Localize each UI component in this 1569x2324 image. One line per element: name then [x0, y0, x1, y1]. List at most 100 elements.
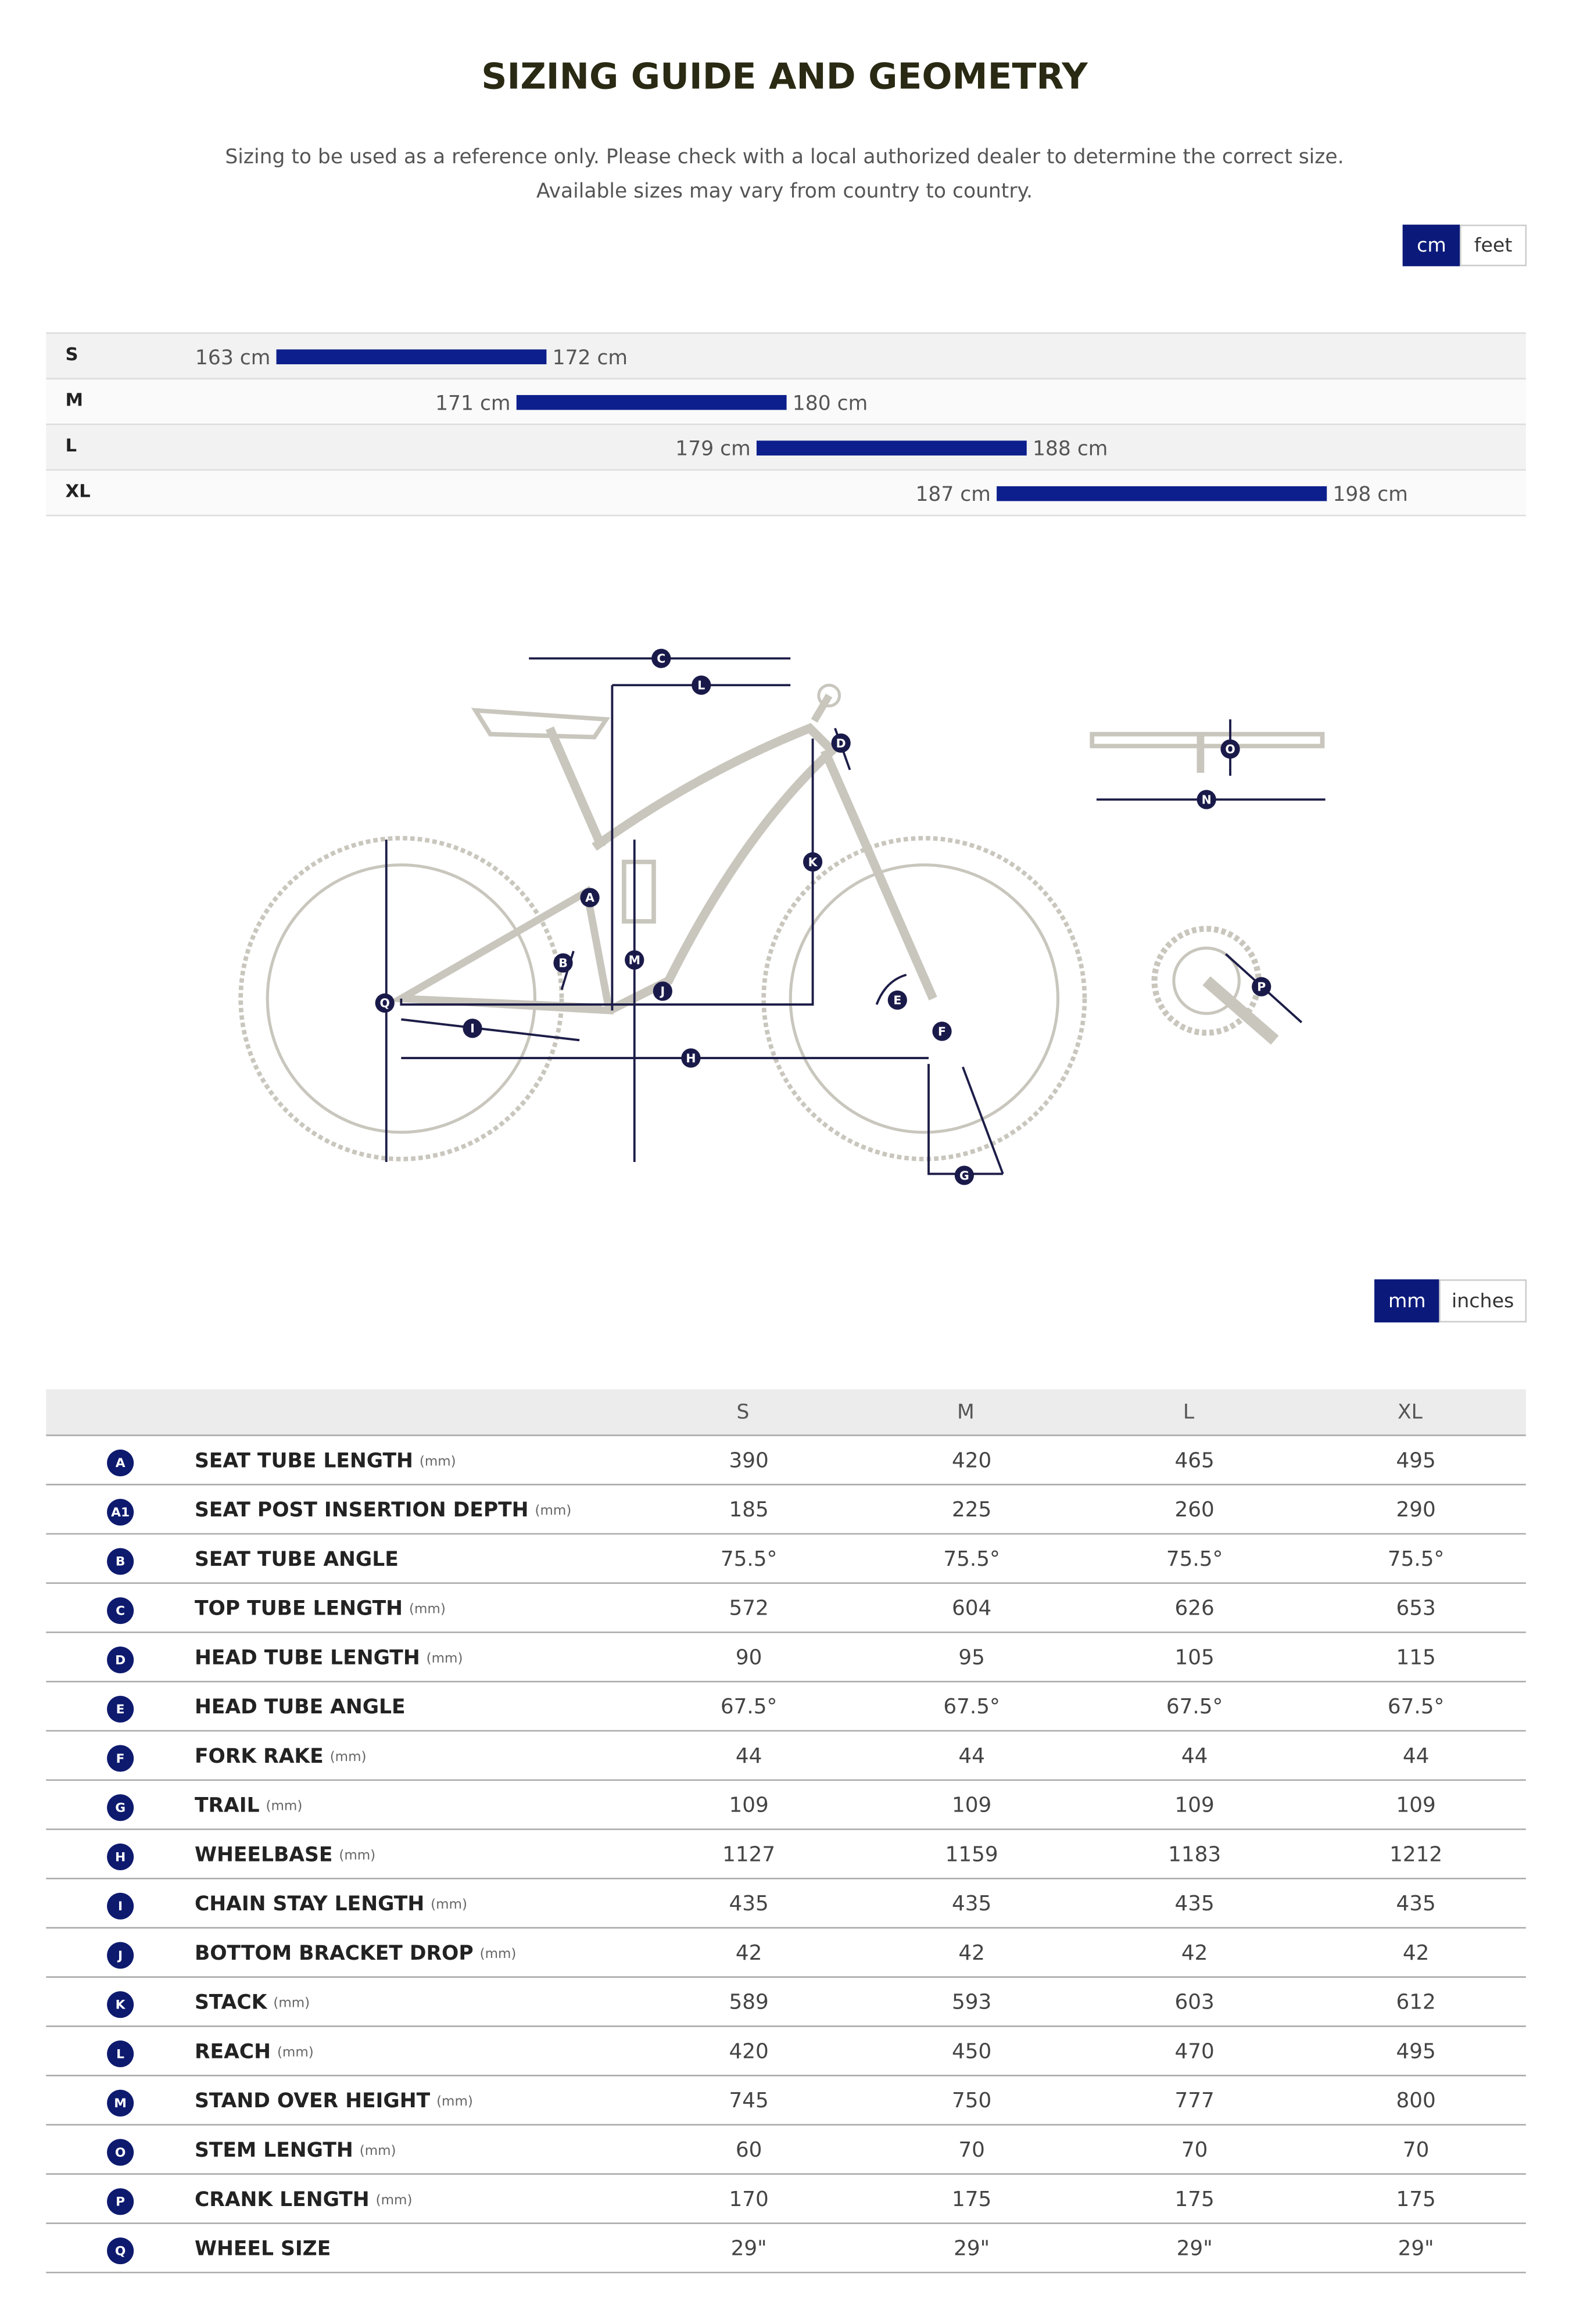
row-label-unit: (mm): [535, 1503, 572, 1518]
marker-badge: [692, 675, 711, 695]
cell-value: 67.5°: [721, 1695, 778, 1719]
row-badge: [107, 1449, 134, 1476]
row-badge-letter: J: [117, 1949, 123, 1963]
height-range-bar: [516, 394, 787, 410]
row-badge-letter: C: [116, 1604, 125, 1619]
row-label: SEAT TUBE ANGLE: [195, 1547, 399, 1570]
row-badge: [107, 2089, 134, 2117]
cell-value: 75.5°: [1388, 1547, 1445, 1571]
marker-badge: [653, 981, 672, 1001]
marker-letter: F: [938, 1024, 946, 1038]
row-badge-letter: H: [115, 1850, 126, 1864]
cell-value: 745: [729, 2089, 768, 2113]
row-label: CHAIN STAY LENGTH (mm): [195, 1892, 467, 1916]
row-label-unit: (mm): [409, 1601, 446, 1616]
marker-badge: [553, 953, 573, 973]
cell-value: 109: [1175, 1794, 1215, 1817]
row-badge: [107, 1991, 134, 2018]
cell-value: 67.5°: [1388, 1695, 1445, 1719]
height-unit-toggle: cm feet: [1402, 224, 1527, 267]
row-label-unit: (mm): [420, 1454, 456, 1469]
height-unit: cm: [720, 437, 751, 460]
row-badge: [107, 1597, 134, 1624]
row-label-name: HEAD TUBE LENGTH: [195, 1646, 420, 1669]
cell-value: 800: [1396, 2089, 1435, 2113]
cell-value: 435: [1175, 1892, 1215, 1916]
cell-value: 29": [1177, 2237, 1213, 2261]
cell-value: 1212: [1389, 1842, 1442, 1866]
toggle-label[interactable]: inches: [1452, 1289, 1514, 1312]
cell-value: 1127: [722, 1842, 775, 1866]
row-label: STEM LENGTH (mm): [195, 2139, 396, 2162]
row-label-name: TRAIL: [195, 1794, 260, 1817]
cell-value: 290: [1396, 1498, 1435, 1522]
row-label: HEAD TUBE LENGTH (mm): [195, 1646, 463, 1669]
cell-value: 44: [958, 1744, 985, 1768]
height-min: 163 cm: [195, 346, 270, 369]
row-badge: [107, 1745, 134, 1772]
column-header: M: [957, 1401, 975, 1424]
height-unit: cm: [480, 392, 511, 415]
marker-badge: [954, 1165, 974, 1185]
cell-value: 495: [1396, 2039, 1435, 2063]
row-label: TOP TUBE LENGTH (mm): [195, 1597, 446, 1620]
table-header: [46, 1389, 1526, 1436]
cell-value: 777: [1175, 2089, 1215, 2113]
cell-value: 1159: [945, 1842, 998, 1866]
cell-value: 420: [952, 1448, 991, 1472]
row-badge: [107, 1844, 134, 1871]
cell-value: 70: [958, 2138, 985, 2162]
cell-value: 420: [729, 2039, 768, 2063]
toggle-label[interactable]: feet: [1474, 234, 1513, 256]
row-label-name: FORK RAKE: [195, 1744, 324, 1767]
marker-badge: [887, 990, 907, 1010]
row-badge-letter: K: [116, 1998, 126, 2013]
row-label-name: SEAT POST INSERTION DEPTH: [195, 1498, 529, 1522]
cell-value: 75.5°: [1166, 1547, 1223, 1571]
cell-value: 109: [729, 1794, 768, 1817]
toggle-active[interactable]: [1402, 224, 1461, 267]
row-label-unit: (mm): [436, 2094, 473, 2109]
cell-value: 593: [952, 1991, 991, 2014]
cell-value: 42: [958, 1941, 985, 1965]
toggle-active[interactable]: [1374, 1279, 1440, 1323]
row-label-unit: (mm): [277, 2045, 314, 2060]
row-badge-letter: F: [116, 1752, 125, 1766]
cell-value: 603: [1175, 1991, 1215, 2014]
toggle-label[interactable]: cm: [1417, 234, 1446, 256]
marker-letter: A: [585, 891, 594, 905]
marker-letter: G: [959, 1168, 969, 1182]
cell-value: 260: [1175, 1498, 1215, 1522]
row-badge: [107, 1942, 134, 1969]
diagram-markers: C L D K A O N B M J E Q I H F P G: [375, 648, 1271, 1185]
height-unit: cm: [597, 346, 628, 369]
cell-value: 170: [729, 2187, 768, 2211]
row-label-name: REACH: [195, 2040, 271, 2063]
row-label-unit: (mm): [360, 2143, 396, 2158]
height-unit: cm: [960, 483, 991, 506]
cell-value: 626: [1175, 1597, 1215, 1620]
toggle-label[interactable]: mm: [1388, 1289, 1426, 1312]
toggle-inactive[interactable]: [1439, 1279, 1527, 1323]
row-label: CRANK LENGTH (mm): [195, 2187, 412, 2211]
cell-value: 175: [952, 2187, 991, 2211]
cell-value: 495: [1396, 1448, 1435, 1472]
column-header: S: [736, 1401, 749, 1424]
toggle-inactive[interactable]: [1460, 224, 1527, 267]
marker-letter: M: [629, 953, 640, 967]
row-label-name: BOTTOM BRACKET DROP: [195, 1941, 474, 1964]
height-min-value: 171: [435, 392, 474, 415]
row-badge-letter: B: [116, 1555, 126, 1569]
subtitle: Available sizes may vary from country to…: [536, 180, 1033, 203]
row-badge: [107, 2237, 134, 2265]
row-badge: [107, 1548, 134, 1575]
row-label-name: TOP TUBE LENGTH: [195, 1597, 403, 1620]
cell-value: 435: [952, 1892, 991, 1916]
marker-letter: K: [808, 855, 818, 869]
row-label-unit: (mm): [273, 1995, 310, 2010]
row-label-name: SEAT TUBE LENGTH: [195, 1449, 413, 1472]
marker-badge: [375, 993, 395, 1013]
row-badge-letter: E: [116, 1702, 125, 1717]
